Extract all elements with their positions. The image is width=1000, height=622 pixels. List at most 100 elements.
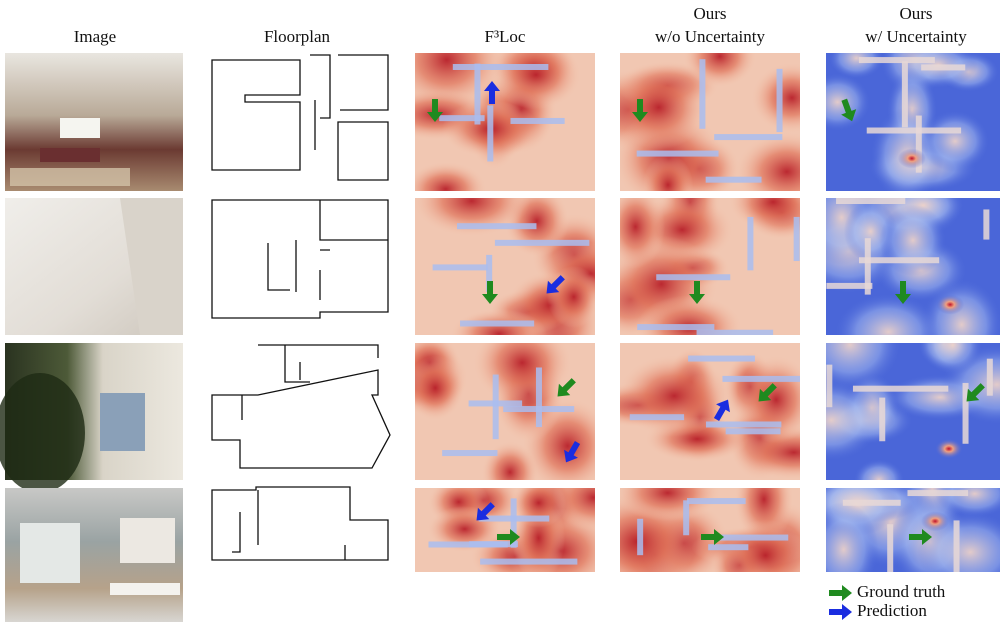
legend-arrow xyxy=(829,585,852,601)
legend: Ground truthPrediction xyxy=(829,582,946,620)
wall xyxy=(637,324,714,330)
wall xyxy=(722,376,805,382)
wall xyxy=(907,490,968,496)
wall xyxy=(859,257,939,263)
peak xyxy=(898,148,926,168)
wall xyxy=(683,500,689,535)
wall xyxy=(714,134,782,140)
heat-blob xyxy=(547,266,601,328)
photo xyxy=(0,343,183,493)
wall xyxy=(433,264,488,270)
wall xyxy=(708,544,748,550)
wall xyxy=(469,400,522,406)
wall xyxy=(637,151,719,157)
legend-arrow xyxy=(829,604,852,620)
heatmap xyxy=(580,26,838,216)
wall xyxy=(480,559,577,565)
column-header: Image xyxy=(74,27,116,46)
photo xyxy=(5,488,183,622)
wall xyxy=(983,209,989,239)
wall xyxy=(859,57,935,63)
sofa xyxy=(40,148,100,162)
peak xyxy=(936,295,964,315)
wall xyxy=(902,61,908,127)
wall xyxy=(836,198,905,204)
wall xyxy=(493,375,499,440)
wall xyxy=(794,217,800,261)
legend-label: Ground truth xyxy=(857,582,946,601)
wall xyxy=(697,330,774,336)
wall xyxy=(439,115,484,121)
wall xyxy=(630,414,684,420)
peak xyxy=(935,439,963,459)
wall xyxy=(487,105,493,161)
wall xyxy=(460,320,534,326)
wall xyxy=(536,367,542,427)
legend-label: Prediction xyxy=(857,601,927,620)
wall xyxy=(777,69,783,132)
wall xyxy=(826,365,832,408)
heatmap xyxy=(415,464,635,593)
wall xyxy=(637,519,643,555)
heat-blob xyxy=(752,63,833,133)
column-header: w/ Uncertainty xyxy=(865,27,967,46)
wall xyxy=(688,356,755,362)
heatmap xyxy=(372,321,613,502)
wall xyxy=(495,240,589,246)
wall xyxy=(699,59,705,129)
heatmap xyxy=(794,170,1000,371)
wall xyxy=(706,421,781,427)
wall xyxy=(826,283,872,289)
column-header: F³Loc xyxy=(485,27,526,46)
panels xyxy=(0,11,1000,622)
heat-blob xyxy=(407,356,464,421)
counter xyxy=(110,583,180,595)
column-headers: Image Floorplan F³Loc Ours w/o Uncertainty Ou… xyxy=(74,4,967,46)
heat-blob xyxy=(724,519,807,591)
column-header: Floorplan xyxy=(264,27,331,46)
column-header: Ours xyxy=(693,4,726,23)
photo xyxy=(5,198,183,335)
heat-blob xyxy=(606,185,665,268)
heat-blob xyxy=(879,205,946,276)
wall xyxy=(717,535,788,541)
wall xyxy=(510,118,564,124)
wall xyxy=(747,217,753,270)
heatmap xyxy=(413,166,638,373)
floorplan xyxy=(212,200,388,318)
wall xyxy=(954,520,960,579)
heat-blob xyxy=(610,65,708,149)
photo xyxy=(5,53,183,191)
wall xyxy=(867,128,961,134)
floorplan xyxy=(212,487,388,560)
window xyxy=(20,523,80,583)
wall xyxy=(687,498,746,504)
heat-blob xyxy=(491,40,580,109)
floorplan xyxy=(212,345,390,468)
wall xyxy=(656,274,730,280)
wall xyxy=(887,524,893,577)
heat-blob xyxy=(804,73,870,131)
cabinet xyxy=(120,518,175,563)
wall xyxy=(843,500,901,506)
wall xyxy=(879,398,885,442)
wall xyxy=(726,428,781,434)
wall xyxy=(428,542,507,548)
column-header: Ours xyxy=(899,4,932,23)
floorplan xyxy=(212,55,388,180)
window xyxy=(60,118,100,138)
wall xyxy=(921,64,965,70)
wall xyxy=(706,177,762,183)
wall xyxy=(987,359,993,396)
heatmap xyxy=(804,26,1000,203)
wall xyxy=(457,223,536,229)
wall xyxy=(442,450,497,456)
rug xyxy=(10,168,130,186)
wall xyxy=(453,64,549,70)
peak xyxy=(921,511,949,531)
wall xyxy=(853,386,948,392)
painting xyxy=(100,393,145,451)
heat-blob xyxy=(921,110,990,172)
column-header: w/o Uncertainty xyxy=(655,27,765,46)
figure: Image Floorplan F³Loc Ours w/o Uncertainty Ou… xyxy=(0,0,1000,622)
